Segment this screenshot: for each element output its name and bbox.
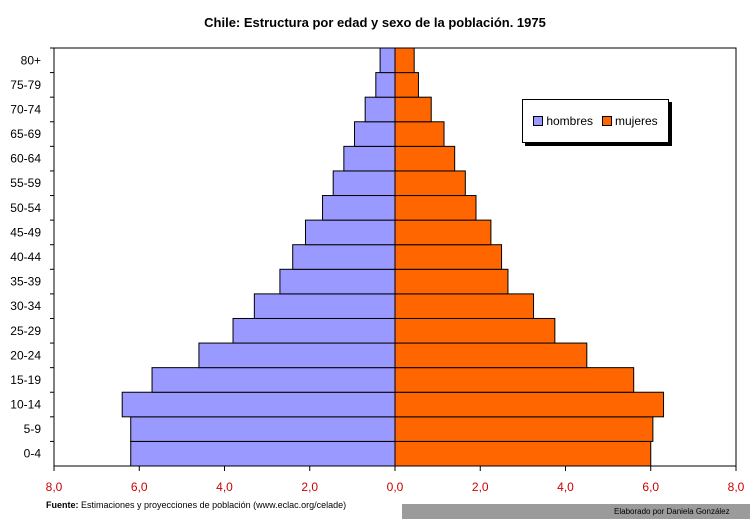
y-tick-label-10-14: 10-14 xyxy=(10,398,41,412)
source-note: Fuente: Estimaciones y proyecciones de p… xyxy=(46,500,346,510)
legend-swatch-mujeres xyxy=(602,116,612,126)
bar-mujeres-40-44 xyxy=(394,244,503,270)
y-tick-label-45-49: 45-49 xyxy=(10,225,41,239)
y-tick-label-35-39: 35-39 xyxy=(10,275,41,289)
bar-mujeres-25-29 xyxy=(394,317,556,344)
chart-title: Chile: Estructura por edad y sexo de la … xyxy=(204,15,546,30)
bar-hombres-25-29 xyxy=(232,317,396,344)
x-tick-label-0: 8,0 xyxy=(46,480,63,494)
bar-mujeres-0-4 xyxy=(394,440,652,467)
y-tick-label-50-54: 50-54 xyxy=(10,201,41,215)
bar-mujeres-45-49 xyxy=(394,219,492,246)
bar-hombres-55-59 xyxy=(332,170,396,197)
legend-swatch-hombres xyxy=(533,116,544,126)
bar-hombres-65-69 xyxy=(354,121,396,147)
bar-hombres-15-19 xyxy=(151,367,396,393)
x-tick-label-8: 8,0 xyxy=(728,480,745,494)
bar-mujeres-35-39 xyxy=(394,268,509,295)
bar-mujeres-10-14 xyxy=(394,391,665,418)
legend-item-mujeres: mujeres xyxy=(602,114,658,128)
y-tick-label-60-64: 60-64 xyxy=(10,152,41,166)
bar-mujeres-80+ xyxy=(394,47,415,74)
y-tick-label-20-24: 20-24 xyxy=(10,348,41,362)
bar-hombres-75-79 xyxy=(375,72,396,98)
bar-mujeres-50-54 xyxy=(394,195,477,221)
x-tick-label-4: 0,0 xyxy=(387,480,404,494)
bar-hombres-0-4 xyxy=(130,440,396,467)
y-tick-label-30-34: 30-34 xyxy=(10,299,41,313)
x-tick-label-6: 4,0 xyxy=(557,480,574,494)
bar-hombres-10-14 xyxy=(121,391,396,418)
x-tick-label-2: 4,0 xyxy=(216,480,233,494)
bar-hombres-20-24 xyxy=(198,342,396,369)
credit-strip: Elaborado por Daniela González xyxy=(402,504,750,519)
y-tick-label-80+: 80+ xyxy=(21,53,41,67)
x-tick-label-3: 2,0 xyxy=(301,480,318,494)
y-tick-label-75-79: 75-79 xyxy=(10,78,41,92)
bar-mujeres-75-79 xyxy=(394,72,419,98)
y-tick-label-5-9: 5-9 xyxy=(24,422,42,436)
credit-text: Elaborado por Daniela González xyxy=(614,507,730,516)
source-label: Fuente: xyxy=(46,500,79,510)
x-tick-label-7: 6,0 xyxy=(642,480,659,494)
bar-hombres-45-49 xyxy=(304,219,396,246)
bar-hombres-40-44 xyxy=(292,244,396,270)
y-tick-label-40-44: 40-44 xyxy=(10,250,41,264)
bar-mujeres-60-64 xyxy=(394,145,456,172)
bar-hombres-5-9 xyxy=(130,416,396,442)
y-tick-label-70-74: 70-74 xyxy=(10,102,41,116)
bar-mujeres-20-24 xyxy=(394,342,588,369)
bar-mujeres-55-59 xyxy=(394,170,466,197)
y-tick-label-55-59: 55-59 xyxy=(10,176,41,190)
bar-mujeres-70-74 xyxy=(394,96,432,123)
source-text: Estimaciones y proyecciones de población… xyxy=(81,500,347,510)
bar-hombres-50-54 xyxy=(322,195,396,221)
y-tick-label-15-19: 15-19 xyxy=(10,373,41,387)
bar-mujeres-30-34 xyxy=(394,293,535,319)
bar-hombres-35-39 xyxy=(279,268,396,295)
bar-mujeres-65-69 xyxy=(394,121,445,147)
bar-hombres-30-34 xyxy=(253,293,396,319)
chart-legend: hombres mujeres xyxy=(522,99,669,143)
legend-item-hombres: hombres xyxy=(533,114,593,128)
bar-hombres-60-64 xyxy=(343,145,396,172)
legend-label-hombres: hombres xyxy=(546,114,593,128)
y-tick-label-25-29: 25-29 xyxy=(10,324,41,338)
y-tick-label-65-69: 65-69 xyxy=(10,127,41,141)
x-tick-label-1: 6,0 xyxy=(131,480,148,494)
y-tick-label-0-4: 0-4 xyxy=(24,447,42,461)
bar-hombres-70-74 xyxy=(364,96,396,123)
x-tick-label-5: 2,0 xyxy=(472,480,489,494)
bar-hombres-80+ xyxy=(379,47,396,74)
bar-mujeres-5-9 xyxy=(394,416,654,442)
bar-mujeres-15-19 xyxy=(394,367,635,393)
legend-label-mujeres: mujeres xyxy=(615,114,658,128)
